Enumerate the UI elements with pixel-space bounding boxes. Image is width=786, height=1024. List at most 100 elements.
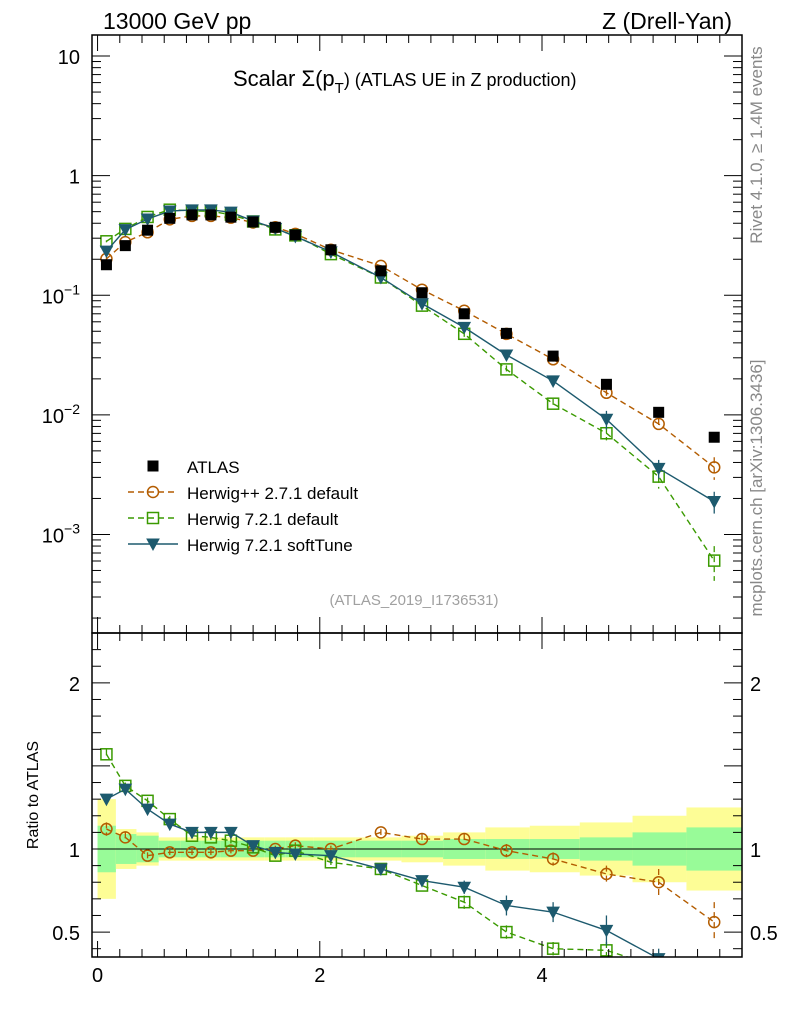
ratio-point (653, 961, 664, 972)
plot-title-main: Scalar Σ(p (233, 66, 335, 91)
ratio-point (140, 803, 155, 817)
atlas-point (142, 224, 154, 236)
atlas-point (708, 431, 720, 443)
legend-marker (146, 538, 160, 552)
ratio-point (224, 844, 238, 857)
atlas-point (164, 212, 176, 224)
y-tick-exponent: −1 (64, 281, 80, 297)
series-point (546, 397, 560, 410)
ratio-y-tick-label-right: 1 (750, 840, 761, 862)
series-point (499, 349, 514, 363)
series-point (140, 213, 155, 227)
x-tick-label: 4 (536, 965, 547, 987)
atlas-data-points (100, 209, 720, 443)
ratio-point (499, 899, 514, 913)
x-tick-label: 2 (314, 965, 325, 987)
ratio-point (546, 852, 560, 866)
y-tick-base: 10 (42, 286, 64, 308)
y-tick-label: 10−3 (42, 520, 80, 547)
legend-label: Herwig 7.2.1 default (187, 510, 338, 529)
atlas-point (600, 378, 612, 390)
header-right: Z (Drell-Yan) (602, 8, 732, 34)
series-2-ratio (99, 783, 666, 957)
ratio-point (224, 826, 238, 840)
atlas-point (119, 240, 131, 252)
atlas-point (225, 211, 237, 223)
ratio-y-tick-label-right: 0.5 (750, 923, 778, 945)
ratio-y-tick-label: 0.5 (52, 923, 80, 945)
ratio-point (118, 783, 133, 797)
legend-marker (146, 511, 160, 525)
ratio-panel: 0 2 4 2 2 1 1 0.5 0.5 Ratio to ATLAS (25, 632, 778, 1005)
y-tick-exponent: −2 (64, 401, 80, 417)
header-left: 13000 GeV pp (103, 8, 251, 34)
y-tick-base: 10 (42, 406, 64, 428)
ratio-point (709, 994, 720, 1005)
plot-title: Scalar Σ(pT) (ATLAS UE in Z production) (233, 66, 577, 97)
ratio-point (457, 832, 471, 846)
ratio-point (457, 895, 471, 909)
ratio-series-layer (99, 748, 721, 1005)
atlas-point (289, 229, 301, 241)
ratio-axis-ticks: 0 2 4 2 2 1 1 0.5 0.5 (52, 632, 778, 987)
atlas-point (186, 209, 198, 221)
ratio-point (546, 906, 560, 920)
atlas-point (247, 216, 259, 228)
atlas-point (458, 308, 470, 320)
atlas-point (205, 209, 217, 221)
series-line (105, 215, 715, 468)
ratio-point (100, 748, 113, 761)
legend-label: Herwig++ 2.7.1 default (187, 484, 358, 503)
y-tick-label: 10 (58, 47, 80, 69)
ratio-point (288, 848, 303, 862)
series-line (106, 209, 715, 561)
ratio-point (500, 844, 513, 857)
ratio-frame (91, 632, 743, 958)
plot-title-end: ) (ATLAS UE in Z production) (344, 70, 577, 90)
ratio-y-tick-label-right: 2 (750, 674, 761, 696)
series-point (162, 205, 177, 219)
atlas-point (375, 265, 387, 277)
ratio-point (246, 840, 260, 853)
y-tick-label: 1 (69, 167, 80, 189)
series-point (707, 554, 721, 567)
series-point (118, 224, 133, 237)
series-point (707, 496, 722, 509)
y-tick-label: 10−2 (42, 401, 80, 428)
plot-title-sub: T (335, 80, 344, 97)
ratio-point (185, 826, 199, 840)
legend-label: ATLAS (187, 458, 240, 477)
legend-marker (147, 460, 159, 472)
atlas-point (653, 406, 665, 418)
ratio-point (268, 846, 283, 860)
legend: ATLAS Herwig++ 2.7.1 default Herwig 7.2.1 … (128, 458, 358, 555)
atlas-point (416, 287, 428, 299)
main-series-layer (99, 203, 722, 581)
atlas-point (269, 221, 281, 233)
atlas-point (547, 350, 559, 362)
series-point (599, 413, 614, 427)
ratio-point (707, 915, 721, 929)
ratio-point (500, 925, 513, 939)
atlas-point (500, 327, 512, 339)
atlas-point (100, 259, 112, 271)
ratio-series-line (106, 788, 658, 957)
series-point (457, 321, 472, 335)
analysis-tag: (ATLAS_2019_I1736531) (329, 592, 498, 609)
legend-marker (146, 485, 160, 499)
y-tick-base: 10 (58, 47, 80, 69)
series-point (652, 417, 665, 431)
ratio-point (415, 875, 429, 888)
ratio-point (162, 818, 177, 832)
ratio-point (141, 849, 154, 862)
legend-label: Herwig 7.2.1 softTune (187, 536, 353, 555)
ratio-y-tick-label: 1 (69, 840, 80, 862)
ratio-point (163, 846, 177, 859)
side-label-mcplots: mcplots.cern.ch [arXiv:1306.3436] (747, 359, 766, 616)
ratio-point (415, 832, 429, 846)
series-point (99, 245, 114, 259)
ratio-point (119, 831, 132, 844)
y-tick-base: 1 (69, 167, 80, 189)
